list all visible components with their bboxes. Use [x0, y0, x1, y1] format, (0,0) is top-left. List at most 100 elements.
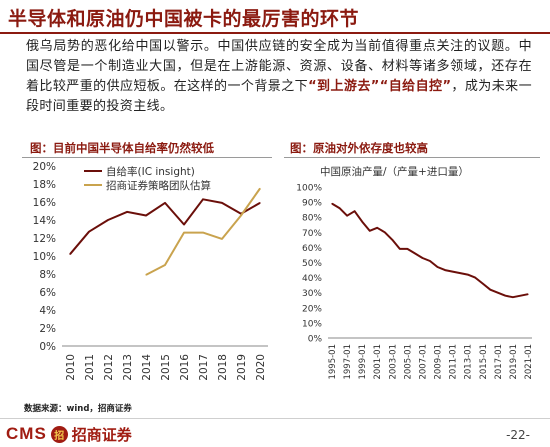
right-data-point [346, 215, 348, 217]
left-y-tick-label: 0% [39, 341, 56, 353]
right-x-tick-label: 2005-01 [403, 344, 413, 380]
right-data-point [369, 230, 371, 232]
left-y-tick-label: 12% [33, 233, 56, 245]
footer-divider [0, 418, 550, 419]
left-y-tick-label: 10% [33, 251, 56, 263]
left-data-point [126, 211, 128, 213]
left-x-tick-label: 2013 [122, 354, 134, 381]
right-data-point [376, 227, 378, 229]
right-data-point [519, 295, 522, 297]
left-data-point [202, 232, 204, 234]
left-data-point [240, 214, 242, 217]
left-data-point [145, 274, 147, 276]
left-y-tick-label: 20% [33, 161, 56, 173]
left-x-tick-label: 2016 [179, 354, 191, 381]
left-y-tick-label: 16% [33, 197, 56, 209]
right-data-point [459, 272, 461, 274]
left-data-point [183, 223, 185, 226]
right-x-tick-label: 1997-01 [343, 344, 353, 380]
right-y-tick-label: 70% [302, 229, 322, 239]
left-y-tick-label: 18% [33, 179, 56, 191]
right-data-point [482, 283, 484, 285]
left-y-tick-label: 4% [39, 305, 56, 317]
left-data-point [164, 202, 166, 204]
left-legend-label-2: 招商证券策略团队估算 [106, 179, 211, 192]
right-x-tick-label: 1995-01 [328, 344, 338, 380]
right-y-tick-label: 0% [308, 335, 323, 345]
left-data-point [164, 264, 166, 266]
right-data-point [421, 257, 424, 259]
right-data-point [504, 295, 506, 297]
cms-logo: CMS 招 招商证券 [6, 424, 132, 444]
left-data-point [259, 187, 261, 190]
left-data-point [69, 253, 71, 255]
left-x-tick-label: 2010 [65, 354, 77, 381]
left-x-tick-label: 2014 [141, 354, 153, 381]
right-data-point [406, 248, 408, 250]
right-y-tick-label: 40% [302, 274, 322, 284]
intro-paragraph: 俄乌局势的恶化给中国以警示。中国供应链的安全成为当前值得重点关注的议题。中国尽管… [26, 37, 532, 117]
page-number: -22- [506, 428, 530, 442]
right-data-point [391, 239, 393, 241]
left-data-point [221, 202, 223, 204]
right-data-point [338, 207, 341, 209]
right-data-point [474, 277, 476, 279]
right-series-line [331, 202, 529, 299]
left-data-point [221, 238, 223, 240]
intro-emphasis-self-control: “自给自控” [379, 79, 452, 94]
left-x-tick-label: 2017 [198, 354, 210, 381]
right-data-point [452, 270, 454, 273]
right-y-tick-label: 10% [302, 319, 322, 329]
left-y-tick-label: 8% [39, 269, 56, 281]
right-panel-divider [284, 157, 540, 158]
left-y-tick-label: 2% [39, 323, 56, 335]
intro-emphasis-upstream: “到上游去” [308, 79, 380, 94]
left-data-point [145, 214, 147, 217]
left-y-tick-label: 14% [33, 215, 56, 227]
left-x-tick-label: 2011 [84, 354, 96, 381]
right-data-point [354, 210, 356, 212]
right-data-point [331, 203, 333, 205]
right-panel-title: 图：原油对外依存度也较高 [290, 141, 428, 155]
data-source: 数据来源：wind，招商证券 [24, 404, 132, 414]
left-data-point [88, 231, 90, 233]
right-data-point [429, 260, 431, 262]
left-data-point [202, 198, 204, 200]
right-y-tick-label: 20% [302, 304, 322, 314]
left-x-tick-label: 2015 [160, 354, 172, 381]
left-x-tick-label: 2019 [236, 354, 248, 381]
right-x-tick-label: 1999-01 [358, 344, 368, 380]
right-data-point [436, 266, 439, 268]
left-data-point [259, 202, 261, 204]
left-x-tick-label: 2018 [217, 354, 229, 381]
logo-cms-text: CMS [6, 424, 47, 443]
right-data-point [444, 269, 446, 271]
right-x-tick-label: 2015-01 [479, 344, 489, 380]
left-data-point [107, 219, 109, 221]
right-y-tick-label: 50% [302, 259, 322, 269]
left-data-point [183, 232, 185, 234]
right-x-tick-label: 2011-01 [449, 344, 459, 380]
right-data-point [414, 252, 416, 255]
right-y-tick-label: 80% [302, 214, 322, 224]
right-data-point [527, 293, 529, 295]
right-x-tick-label: 2013-01 [464, 344, 474, 380]
right-data-point [467, 273, 469, 276]
right-data-point [384, 231, 386, 233]
left-legend-label-1: 自给率(IC insight) [106, 165, 195, 178]
right-x-tick-label: 2001-01 [373, 344, 383, 380]
right-data-point [497, 292, 499, 294]
left-y-tick-label: 6% [39, 287, 56, 299]
right-y-tick-label: 30% [302, 289, 322, 299]
right-x-tick-label: 2007-01 [418, 344, 428, 380]
intro-text: 俄乌局势的恶化给中国以警示。中国供应链的安全成为当前值得重点关注的议题。中国尽管… [26, 39, 532, 94]
right-x-tick-label: 2017-01 [494, 344, 504, 380]
right-x-tick-label: 2009-01 [434, 344, 444, 380]
slide-title: 半导体和原油仍中国被卡的最厉害的环节 [8, 8, 360, 30]
right-data-point [361, 221, 363, 223]
left-x-tick-label: 2012 [103, 354, 115, 381]
right-data-point [512, 296, 514, 298]
logo-company-name: 招商证券 [71, 425, 132, 444]
